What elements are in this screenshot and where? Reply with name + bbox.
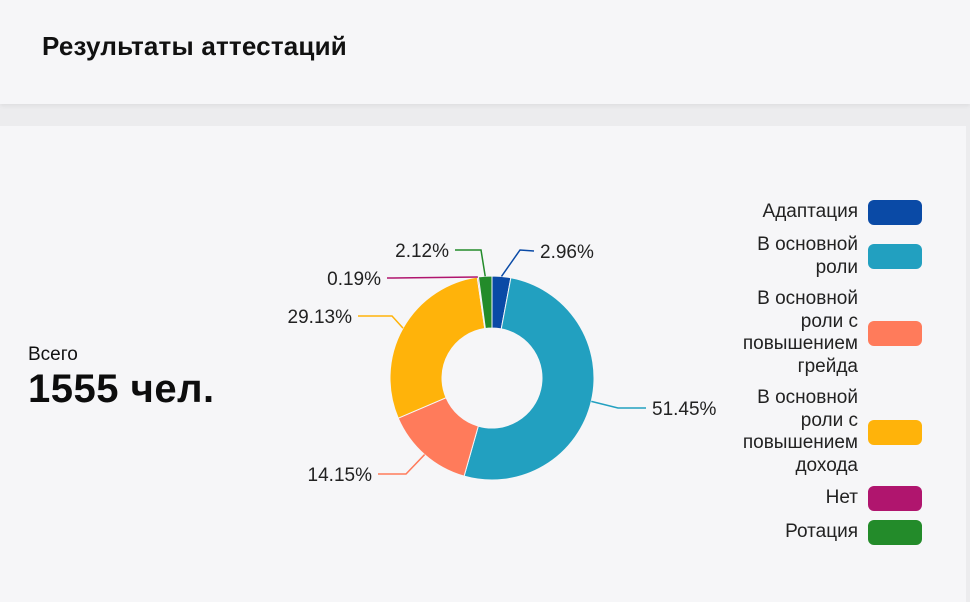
legend-swatch (868, 486, 922, 511)
legend-swatch (868, 419, 922, 445)
legend-swatch (868, 200, 922, 225)
legend-item-1[interactable]: Адаптация (662, 200, 922, 225)
legend-label: Нет (825, 487, 858, 509)
leader-line-1 (500, 249, 535, 277)
slice-4[interactable] (389, 276, 486, 419)
leader-line-5 (387, 276, 478, 279)
page-header: Результаты аттестаций (0, 0, 970, 104)
legend-label: В основной роли с повышением дохода (742, 387, 858, 476)
legend-item-3[interactable]: В основной роли с повышением грейда (662, 288, 922, 378)
total-summary: Всего 1555 чел. (28, 344, 215, 411)
legend-label: В основной роли с повышением грейда (742, 288, 858, 377)
legend-item-4[interactable]: В основной роли с повышением дохода (662, 387, 922, 477)
total-value: 1555 чел. (28, 367, 215, 411)
data-label-5: 0.19% (327, 269, 381, 290)
data-label-6: 2.12% (395, 241, 449, 262)
legend-label: В основной роли (757, 234, 858, 278)
leader-line-6 (455, 249, 486, 277)
legend-item-5[interactable]: Нет (662, 486, 922, 511)
data-label-1: 2.96% (540, 242, 594, 263)
total-label: Всего (28, 344, 78, 365)
legend-swatch (868, 320, 922, 346)
data-label-3: 14.15% (308, 465, 373, 486)
legend-item-6[interactable]: Ротация (662, 520, 922, 545)
legend-label: Ротация (785, 521, 858, 543)
slice-6[interactable] (477, 275, 493, 330)
data-label-4: 29.13% (288, 307, 353, 328)
slice-2[interactable] (463, 277, 595, 481)
leader-line-4 (358, 315, 404, 329)
leader-line-2 (591, 400, 646, 409)
page-title: Результаты аттестаций (42, 31, 347, 61)
data-label-2: 51.45% (652, 399, 717, 420)
legend-label: Адаптация (762, 201, 858, 223)
legend-swatch (868, 244, 922, 269)
leader-line-3 (378, 454, 426, 475)
legend-swatch (868, 520, 922, 545)
chart-card: Всего 1555 чел. 2.96% 51.45% 14.15% 29.13% 0… (0, 126, 966, 602)
donut-chart: 2.96% 51.45% 14.15% 29.13% 0.19% 2.12% (288, 241, 717, 486)
legend-item-2[interactable]: В основной роли (662, 234, 922, 279)
